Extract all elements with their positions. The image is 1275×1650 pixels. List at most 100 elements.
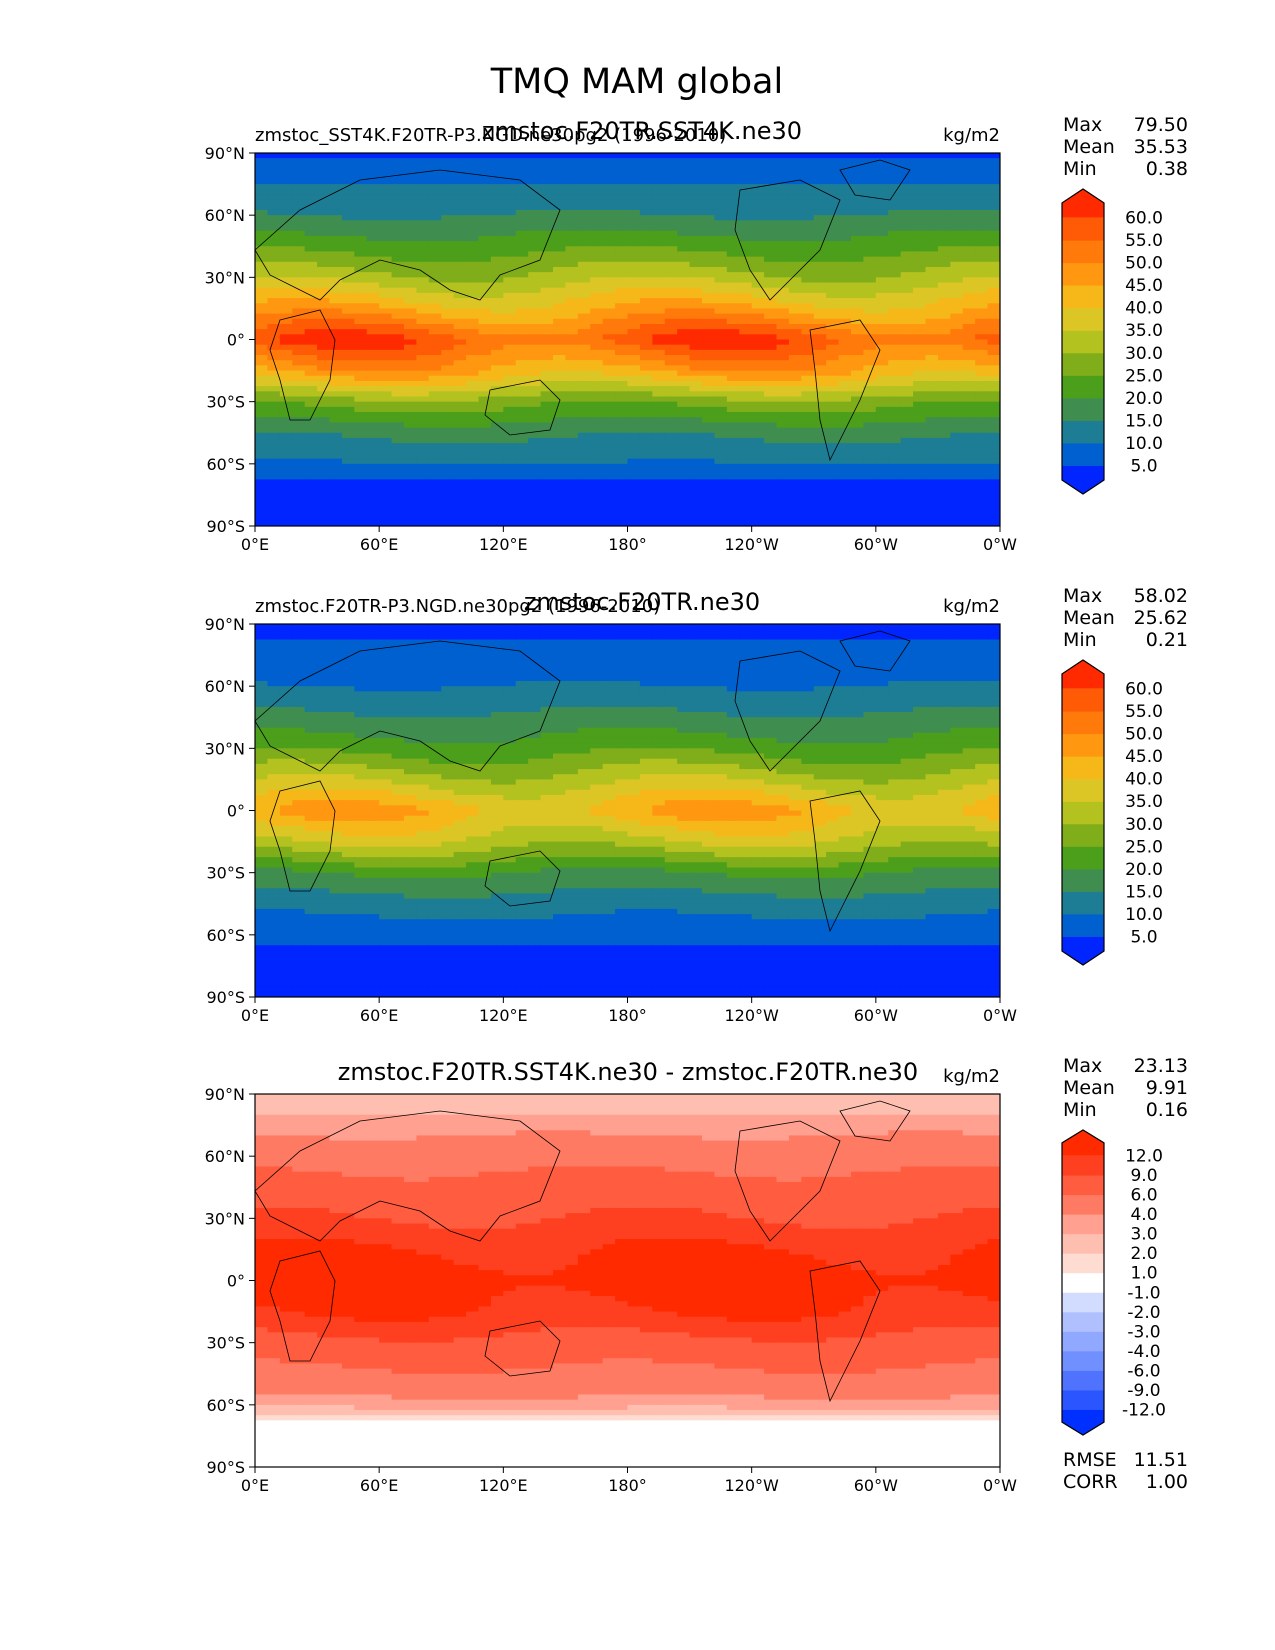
field-cell	[751, 235, 765, 242]
field-cell	[453, 515, 467, 522]
field-cell	[950, 349, 964, 356]
field-cell	[379, 220, 393, 227]
field-cell	[416, 391, 430, 398]
field-cell	[987, 505, 1000, 512]
field-cell	[652, 375, 666, 382]
field-cell	[987, 380, 1000, 387]
field-cell	[466, 298, 480, 304]
field-cell	[801, 649, 815, 656]
field-cell	[292, 469, 306, 475]
field-cell	[726, 375, 740, 382]
field-cell	[863, 500, 877, 506]
field-cell	[615, 665, 629, 672]
field-cell	[478, 670, 492, 677]
field-cell	[937, 355, 951, 361]
field-cell	[875, 655, 889, 661]
field-cell	[950, 225, 964, 232]
field-cell	[851, 380, 865, 387]
field-cell	[528, 329, 542, 335]
field-cell	[329, 375, 343, 382]
field-cell	[366, 463, 380, 470]
field-cell	[577, 158, 591, 164]
field-cell	[627, 153, 641, 159]
field-cell	[627, 629, 641, 635]
field-cell	[553, 670, 567, 677]
field-cell	[255, 370, 269, 377]
field-cell	[677, 629, 691, 635]
field-cell	[416, 469, 430, 475]
field-cell	[515, 469, 529, 475]
field-cell	[304, 375, 318, 382]
field-cell	[540, 168, 554, 175]
field-cell	[528, 298, 542, 304]
field-cell	[962, 670, 976, 677]
field-cell	[702, 225, 716, 232]
field-cell	[875, 199, 889, 206]
field-cell	[950, 303, 964, 310]
field-cell	[664, 277, 678, 284]
field-cell	[279, 303, 293, 310]
field-cell	[553, 639, 567, 646]
field-cell	[664, 313, 678, 320]
field-cell	[528, 479, 542, 486]
field-cell	[639, 484, 653, 491]
field-cell	[341, 230, 355, 237]
field-cell	[987, 184, 1000, 190]
field-cell	[255, 639, 269, 646]
field-cell	[913, 437, 927, 444]
field-cell	[962, 401, 976, 408]
field-cell	[503, 655, 517, 661]
field-cell	[553, 173, 567, 180]
field-cell	[354, 406, 368, 413]
field-cell	[714, 479, 728, 486]
field-cell	[267, 500, 281, 506]
field-cell	[937, 520, 951, 526]
field-cell	[788, 292, 802, 299]
field-cell	[478, 463, 492, 470]
field-cell	[925, 225, 939, 232]
field-cell	[813, 323, 827, 330]
field-cell	[503, 412, 517, 418]
field-cell	[813, 277, 827, 284]
field-cell	[788, 178, 802, 185]
field-cell	[577, 391, 591, 398]
field-cell	[528, 505, 542, 512]
field-cell	[776, 308, 790, 315]
field-cell	[764, 469, 778, 475]
field-cell	[255, 334, 269, 341]
field-cell	[826, 225, 840, 232]
field-cell	[416, 194, 430, 201]
field-cell	[341, 644, 355, 651]
field-cell	[962, 204, 976, 211]
field-cell	[875, 318, 889, 325]
field-cell	[987, 261, 1000, 268]
field-cell	[925, 209, 939, 216]
field-cell	[615, 453, 629, 460]
field-cell	[317, 391, 331, 398]
field-cell	[615, 329, 629, 335]
field-cell	[441, 474, 455, 480]
field-cell	[503, 649, 517, 656]
field-cell	[602, 412, 616, 418]
field-cell	[863, 406, 877, 413]
field-cell	[764, 484, 778, 491]
field-cell	[826, 235, 840, 242]
field-cell	[664, 215, 678, 221]
field-cell	[925, 334, 939, 341]
field-cell	[466, 329, 480, 335]
field-cell	[764, 494, 778, 501]
field-cell	[515, 256, 529, 263]
field-cell	[565, 153, 579, 159]
field-cell	[428, 443, 442, 449]
field-cell	[714, 272, 728, 278]
field-cell	[366, 360, 380, 366]
field-cell	[553, 153, 567, 159]
field-cell	[950, 520, 964, 526]
field-cell	[913, 448, 927, 455]
field-cell	[267, 360, 281, 366]
field-cell	[913, 463, 927, 470]
field-cell	[416, 246, 430, 253]
field-cell	[726, 355, 740, 361]
x-tick-label: 180°	[608, 535, 647, 554]
